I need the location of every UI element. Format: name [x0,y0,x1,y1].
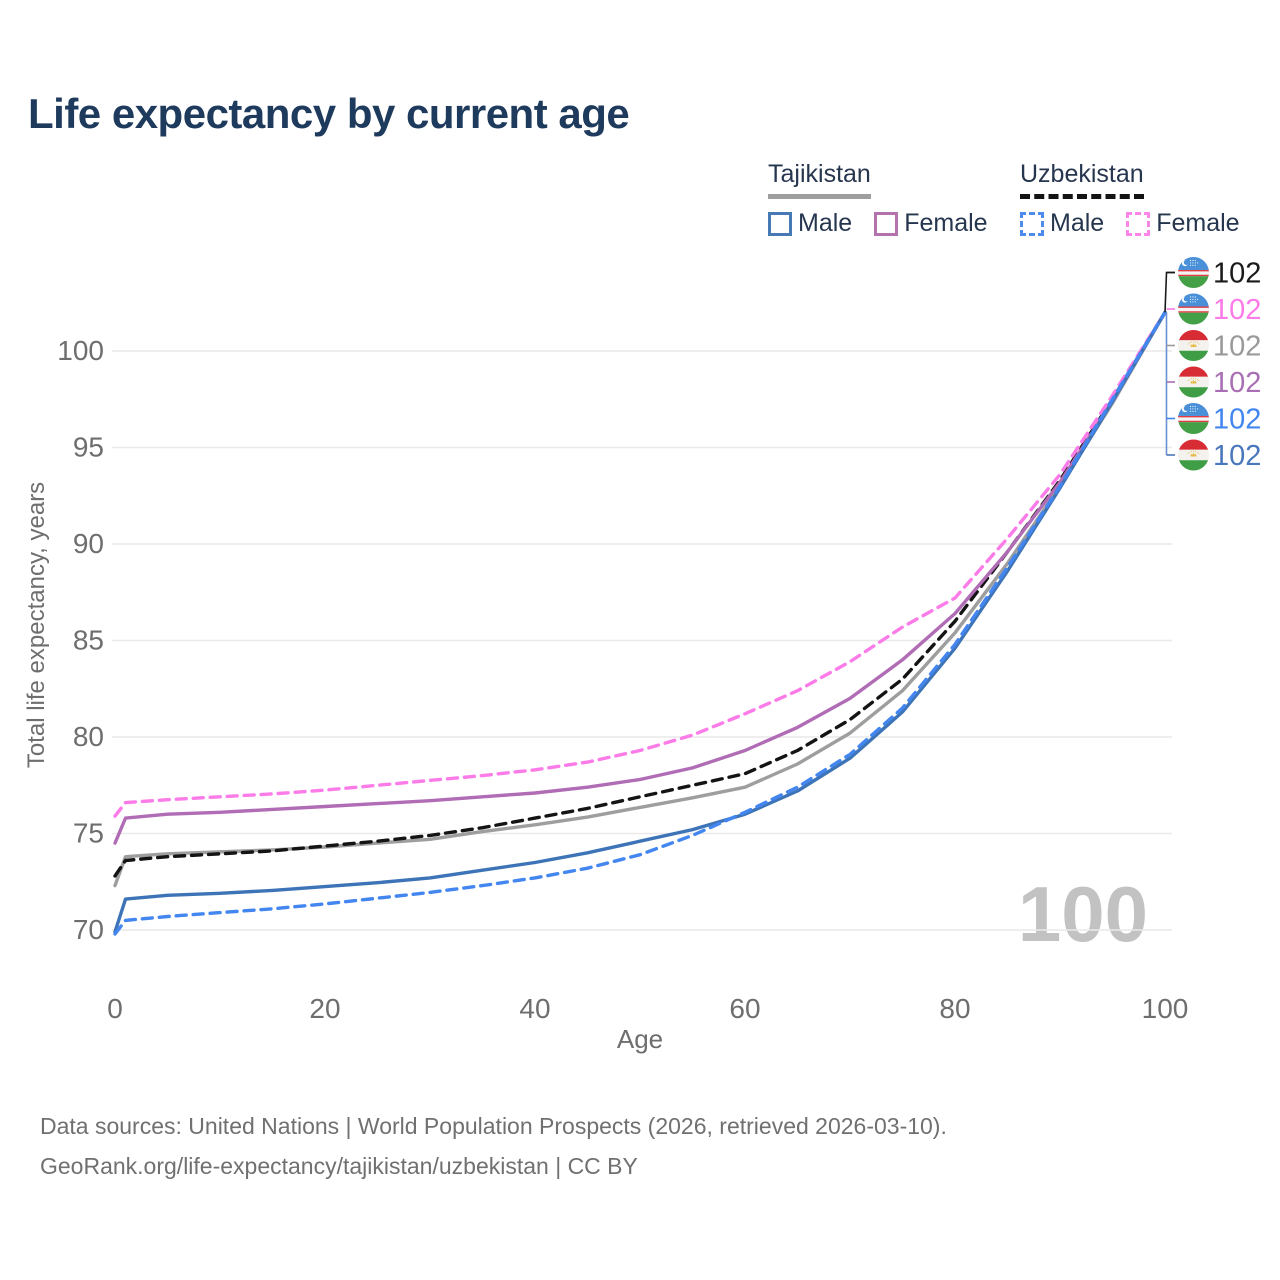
y-tick-label: 85 [73,625,104,656]
y-axis-title: Total life expectancy, years [23,482,50,768]
legend-group-uzbekistan: Uzbekistan Male Female [1020,160,1240,238]
endpoint-value-uz-total: 102 [1213,258,1261,290]
legend-label: Male [1050,209,1105,237]
legend-country-tajikistan[interactable]: Tajikistan [768,160,871,199]
tajikistan-flag-icon [1178,440,1209,471]
legend-label: Female [904,209,988,237]
legend-item-uzbekistan-female[interactable]: Female [1126,209,1240,238]
endpoint-value-tj-female: 102 [1213,367,1261,399]
y-tick-label: 70 [73,914,104,945]
legend-group-tajikistan: Tajikistan Male Female [768,160,988,238]
y-tick-label: 90 [73,528,104,559]
y-tick-label: 75 [73,818,104,849]
endpoint-value-uz-male: 102 [1213,404,1261,436]
endpoint-value-tj-total: 102 [1213,331,1261,363]
x-tick-label: 20 [309,993,340,1024]
series-line-tj-female[interactable] [113,310,1167,845]
uzbekistan-flag-icon [1178,294,1209,325]
series-line-tj-total[interactable] [113,310,1167,888]
x-axis-title: Age [617,1024,663,1054]
data-source-footer: Data sources: United Nations | World Pop… [40,1106,947,1186]
x-tick-label: 0 [107,993,123,1024]
tajikistan-flag-icon [1178,367,1209,398]
watermark: 100 [1018,870,1148,958]
x-tick-label: 60 [729,993,760,1024]
uzbekistan-male-swatch-icon [1020,211,1044,236]
page-title: Life expectancy by current age [28,90,630,137]
tajikistan-male-swatch-icon [768,211,792,236]
series-line-uz-male[interactable] [113,310,1167,936]
x-tick-label: 100 [1142,993,1189,1024]
series-line-uz-total[interactable] [113,310,1167,878]
y-tick-label: 100 [57,335,104,366]
legend-label: Female [1156,209,1240,237]
series-line-tj-male[interactable] [113,310,1167,934]
footer-line-1: Data sources: United Nations | World Pop… [40,1113,947,1139]
legend-country-uzbekistan[interactable]: Uzbekistan [1020,160,1144,199]
legend-item-uzbekistan-male[interactable]: Male [1020,209,1104,238]
uzbekistan-female-swatch-icon [1126,211,1151,236]
y-tick-label: 80 [73,721,104,752]
life-expectancy-line-chart: 100 70 75 80 85 90 95 100 0 20 40 60 80 100 Age Total l… [23,0,1261,1054]
tajikistan-flag-icon [1178,330,1209,361]
y-tick-label: 95 [73,432,104,463]
x-tick-label: 40 [519,993,550,1024]
endpoint-value-uz-female: 102 [1213,294,1261,326]
endpoint-leader-line [1164,271,1175,313]
endpoint-value-tj-male: 102 [1213,440,1261,472]
legend-label: Male [798,209,853,237]
x-tick-label: 80 [939,993,970,1024]
legend-row: Male Female [768,209,988,238]
tajikistan-female-swatch-icon [874,211,899,236]
legend-item-tajikistan-male[interactable]: Male [768,209,852,238]
footer-line-2: GeoRank.org/life-expectancy/tajikistan/u… [40,1153,638,1179]
legend-row: Male Female [1020,209,1240,238]
uzbekistan-flag-icon [1178,403,1209,434]
uzbekistan-flag-icon [1178,257,1209,288]
series-line-uz-female[interactable] [113,310,1167,818]
legend-item-tajikistan-female[interactable]: Female [874,209,988,238]
